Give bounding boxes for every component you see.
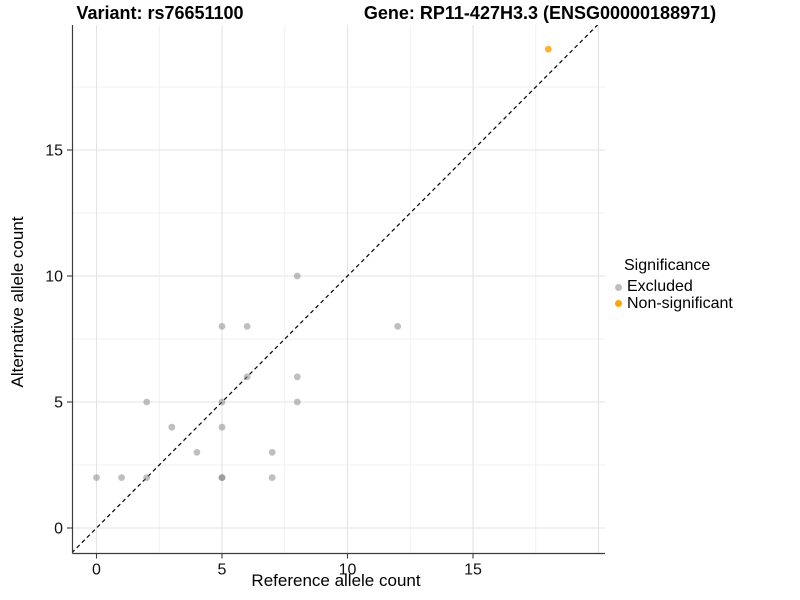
data-point-excluded	[218, 323, 226, 330]
data-point-excluded	[93, 474, 100, 481]
legend-title: Significance	[624, 257, 711, 274]
legend-item-label: Excluded	[627, 278, 693, 296]
data-point-non-significant	[544, 45, 552, 53]
x-tick-label: 5	[218, 562, 227, 579]
data-point-excluded	[168, 423, 176, 431]
x-tick-label: 15	[464, 562, 482, 579]
excluded-dot-icon	[615, 283, 622, 291]
variant-title: Variant: rs76651100	[76, 3, 244, 23]
data-point-excluded	[218, 423, 226, 431]
data-point-excluded	[293, 373, 301, 381]
legend-item-excluded: Excluded	[610, 278, 733, 296]
legend-item-non-significant: Non-significant	[610, 294, 733, 313]
data-point-excluded	[293, 398, 301, 406]
x-tick-label: 10	[339, 562, 357, 579]
data-point-excluded	[268, 449, 276, 456]
x-axis-label: Reference allele count	[251, 571, 421, 590]
data-point-excluded	[394, 323, 402, 330]
data-point-excluded	[218, 474, 226, 481]
x-tick-label: 0	[92, 562, 101, 579]
legend: Significance Excluded Non-significant	[610, 257, 733, 312]
non-significant-dot-icon	[615, 300, 622, 308]
y-axis-label: Alternative allele count	[8, 216, 27, 388]
legend-item-label: Non-significant	[627, 294, 733, 312]
data-point-excluded	[268, 474, 276, 481]
data-point-excluded	[118, 474, 125, 481]
data-point-excluded	[143, 474, 151, 481]
data-point-excluded	[243, 373, 251, 381]
y-tick-label: 15	[45, 143, 63, 160]
data-point-excluded	[293, 272, 301, 280]
y-tick-label: 10	[45, 269, 63, 286]
gene-title: Gene: RP11-427H3.3 (ENSG00000188971)	[363, 3, 717, 23]
data-point-excluded	[218, 398, 226, 406]
data-point-excluded	[143, 398, 151, 406]
y-tick-label: 0	[54, 521, 63, 538]
data-point-excluded	[193, 449, 201, 456]
y-tick-label: 5	[54, 395, 63, 412]
data-point-excluded	[243, 323, 251, 330]
